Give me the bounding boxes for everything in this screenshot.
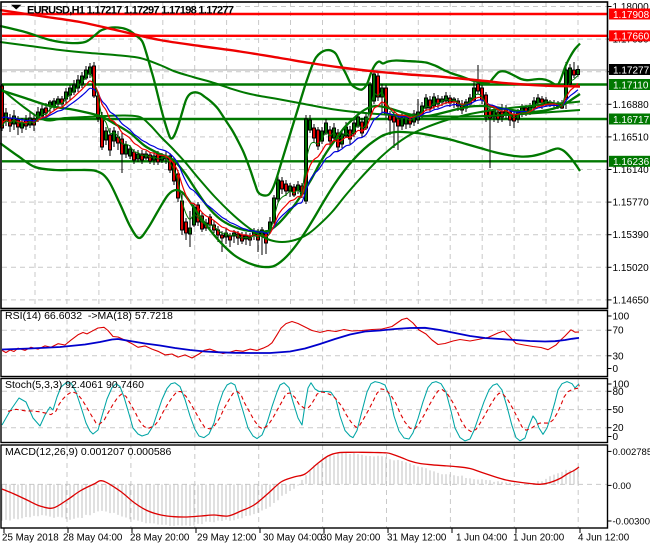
svg-text:20: 20 bbox=[613, 423, 625, 434]
svg-text:29 May 12:00: 29 May 12:00 bbox=[197, 533, 257, 544]
svg-text:1.17277: 1.17277 bbox=[613, 65, 650, 76]
svg-text:0: 0 bbox=[613, 432, 619, 443]
svg-text:1.17908: 1.17908 bbox=[613, 10, 650, 21]
svg-text:1 Jun 20:00: 1 Jun 20:00 bbox=[513, 533, 565, 544]
svg-text:1.17660: 1.17660 bbox=[613, 32, 650, 43]
svg-text:EURUSD,H1 1.17217 1.17297 1.17: EURUSD,H1 1.17217 1.17297 1.17198 1.1727… bbox=[27, 5, 234, 17]
svg-text:30 May 20:00: 30 May 20:00 bbox=[321, 533, 381, 544]
svg-text:30 May 04:00: 30 May 04:00 bbox=[263, 533, 323, 544]
svg-text:RSI(14) 66.6032 ->MA(18) 57.7: RSI(14) 66.6032 ->MA(18) 57.7218 bbox=[5, 310, 173, 322]
svg-text:Stoch(5,3,3) 92.4061 90.7460: Stoch(5,3,3) 92.4061 90.7460 bbox=[5, 379, 144, 391]
svg-text:28 May 04:00: 28 May 04:00 bbox=[63, 533, 123, 544]
svg-text:31 May 12:00: 31 May 12:00 bbox=[387, 533, 447, 544]
svg-text:4 Jun 12:00: 4 Jun 12:00 bbox=[578, 533, 630, 544]
svg-text:0.00: 0.00 bbox=[613, 481, 632, 492]
svg-text:0: 0 bbox=[613, 364, 619, 375]
svg-text:1.14650: 1.14650 bbox=[613, 295, 650, 306]
svg-text:1.16236: 1.16236 bbox=[613, 157, 650, 168]
svg-text:1.16140: 1.16140 bbox=[613, 165, 650, 176]
svg-text:1.15390: 1.15390 bbox=[613, 230, 650, 241]
svg-text:80: 80 bbox=[613, 387, 625, 398]
svg-text:1 Jun 04:00: 1 Jun 04:00 bbox=[456, 533, 508, 544]
svg-text:1.18000: 1.18000 bbox=[613, 2, 650, 13]
svg-text:100: 100 bbox=[613, 312, 630, 323]
svg-text:1.16880: 1.16880 bbox=[613, 100, 650, 111]
svg-text:1.16717: 1.16717 bbox=[613, 115, 650, 126]
svg-text:1.17110: 1.17110 bbox=[613, 80, 649, 91]
svg-text:25 May 2018: 25 May 2018 bbox=[2, 533, 59, 544]
svg-text:28 May 20:00: 28 May 20:00 bbox=[130, 533, 190, 544]
svg-text:1.15020: 1.15020 bbox=[613, 263, 650, 274]
svg-text:1.16510: 1.16510 bbox=[613, 132, 650, 143]
svg-text:30: 30 bbox=[613, 351, 625, 362]
svg-text:70: 70 bbox=[613, 326, 625, 337]
svg-text:100: 100 bbox=[613, 380, 630, 391]
svg-text:1.15770: 1.15770 bbox=[613, 198, 650, 209]
svg-text:0.002785: 0.002785 bbox=[613, 447, 650, 458]
svg-text:50: 50 bbox=[613, 405, 625, 416]
svg-text:-0.003002: -0.003002 bbox=[613, 517, 650, 528]
svg-text:MACD(12,26,9) 0.001207 0.00058: MACD(12,26,9) 0.001207 0.000586 bbox=[5, 446, 172, 458]
